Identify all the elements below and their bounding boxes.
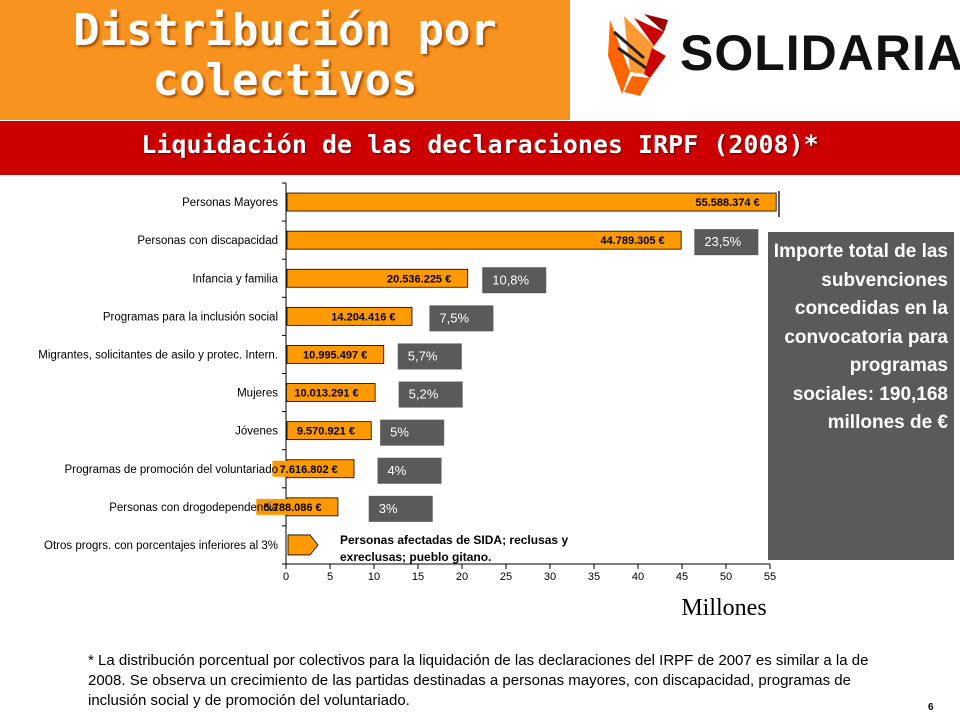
percentage-box bbox=[398, 381, 463, 408]
x-tick-label: 20 bbox=[456, 571, 468, 583]
percentage-label: 7,5% bbox=[439, 310, 469, 325]
bar-value-label: 20.536.225 € bbox=[387, 273, 451, 285]
x-tick-label: 15 bbox=[412, 571, 424, 583]
logo-wordmark: SOLIDARIA bbox=[680, 25, 960, 81]
bar bbox=[286, 192, 777, 212]
percentage-box bbox=[694, 229, 759, 256]
bar-value-label: 10.995.497 € bbox=[303, 349, 367, 361]
percentage-label: 23,5% bbox=[704, 234, 741, 249]
category-label: Infancia y familia bbox=[192, 273, 278, 285]
x-tick-label: 10 bbox=[368, 571, 380, 583]
total-amount-text: Importe total de las subvenciones conced… bbox=[773, 241, 948, 433]
bar-value-label: 10.013.291 € bbox=[294, 388, 358, 400]
page-title: Distribución por colectivos bbox=[0, 6, 570, 106]
bar-value-bg bbox=[272, 460, 346, 477]
bar-value-bg bbox=[286, 384, 367, 401]
x-tick-label: 50 bbox=[720, 571, 732, 583]
bar-value-bg bbox=[295, 346, 375, 363]
category-label: Personas con drogodependencia bbox=[109, 502, 278, 514]
percentage-label: 3% bbox=[379, 501, 398, 516]
chart-bars bbox=[256, 191, 780, 556]
category-label: Jóvenes bbox=[235, 426, 278, 438]
x-axis-label: Millones bbox=[681, 595, 766, 621]
chart-axes: 0 5 10 15 20 25 30 35 40 45 50 55 Millones bbox=[282, 182, 776, 621]
percentage-box bbox=[429, 305, 494, 332]
bar-value-label: 14.204.416 € bbox=[331, 311, 395, 323]
bar bbox=[286, 230, 682, 250]
page-number: 6 bbox=[928, 702, 934, 713]
subtitle-banner: Liquidación de las declaraciones IRPF (2… bbox=[0, 121, 960, 175]
title-banner: Distribución por colectivos bbox=[0, 0, 570, 120]
x-tick-label: 0 bbox=[283, 571, 289, 583]
footnote: * La distribución porcentual por colecti… bbox=[88, 652, 869, 709]
x-tick-label: 25 bbox=[500, 571, 512, 583]
bar-value-bg bbox=[256, 498, 329, 515]
title-line-2: colectivos bbox=[152, 55, 418, 106]
bar-value-label: 44.789.305 € bbox=[600, 235, 664, 247]
others-note: Personas afectadas de SIDA; reclusas y bbox=[340, 533, 568, 547]
category-label: Programas para la inclusión social bbox=[103, 311, 278, 323]
percentage-box bbox=[482, 267, 547, 294]
bar-value-bg bbox=[687, 194, 768, 211]
title-line-1: Distribución por bbox=[73, 5, 497, 56]
bar-value-label: 5.788.086 € bbox=[264, 502, 322, 514]
category-label: Otros progrs. con porcentajes inferiores… bbox=[44, 540, 278, 552]
bar-chart: 0 5 10 15 20 25 30 35 40 45 50 55 Millones Personas … bbox=[38, 182, 780, 621]
percentage-box bbox=[397, 343, 462, 370]
percentage-label: 10,8% bbox=[492, 272, 529, 287]
x-tick-label: 40 bbox=[632, 571, 644, 583]
x-tick-label: 35 bbox=[588, 571, 600, 583]
bar-value-label: 55.588.374 € bbox=[695, 197, 759, 209]
percentage-box bbox=[380, 419, 445, 446]
total-amount-box: Importe total de las subvenciones conced… bbox=[768, 232, 954, 560]
x-tick-label: 5 bbox=[327, 571, 333, 583]
percentage-box bbox=[368, 495, 433, 522]
bar-value-label: 7.616.802 € bbox=[280, 464, 338, 476]
percentage-label: 5% bbox=[390, 425, 409, 440]
percentage-box bbox=[777, 191, 780, 218]
others-arrow-icon bbox=[287, 534, 319, 556]
chart-subtitle: Liquidación de las declaraciones IRPF (2… bbox=[141, 130, 819, 159]
category-label: Personas Mayores bbox=[182, 197, 278, 209]
x-tick-label: 30 bbox=[544, 571, 556, 583]
bar-value-bg bbox=[592, 232, 673, 249]
x-tick-label: 55 bbox=[764, 571, 776, 583]
bar-value-bg bbox=[323, 308, 403, 325]
bar-value-bg bbox=[289, 422, 363, 439]
bar-value-bg bbox=[379, 270, 459, 287]
percentage-label: 5,2% bbox=[409, 387, 439, 402]
others-note: exreclusas; pueblo gitano. bbox=[340, 550, 491, 564]
x-tick-label: 45 bbox=[676, 571, 688, 583]
category-label: Mujeres bbox=[237, 388, 278, 400]
percentage-box bbox=[377, 457, 442, 484]
category-label: Personas con discapacidad bbox=[137, 235, 278, 247]
solidaria-logo: SOLIDARIA bbox=[600, 6, 960, 110]
category-label: Programas de promoción del voluntariado bbox=[64, 464, 278, 476]
category-label: Migrantes, solicitantes de asilo y prote… bbox=[38, 349, 278, 361]
percentage-label: 5,7% bbox=[408, 348, 438, 363]
hand-logo-icon bbox=[608, 14, 668, 96]
bar-value-label: 9.570.921 € bbox=[297, 426, 355, 438]
percentage-label: 4% bbox=[388, 463, 407, 478]
